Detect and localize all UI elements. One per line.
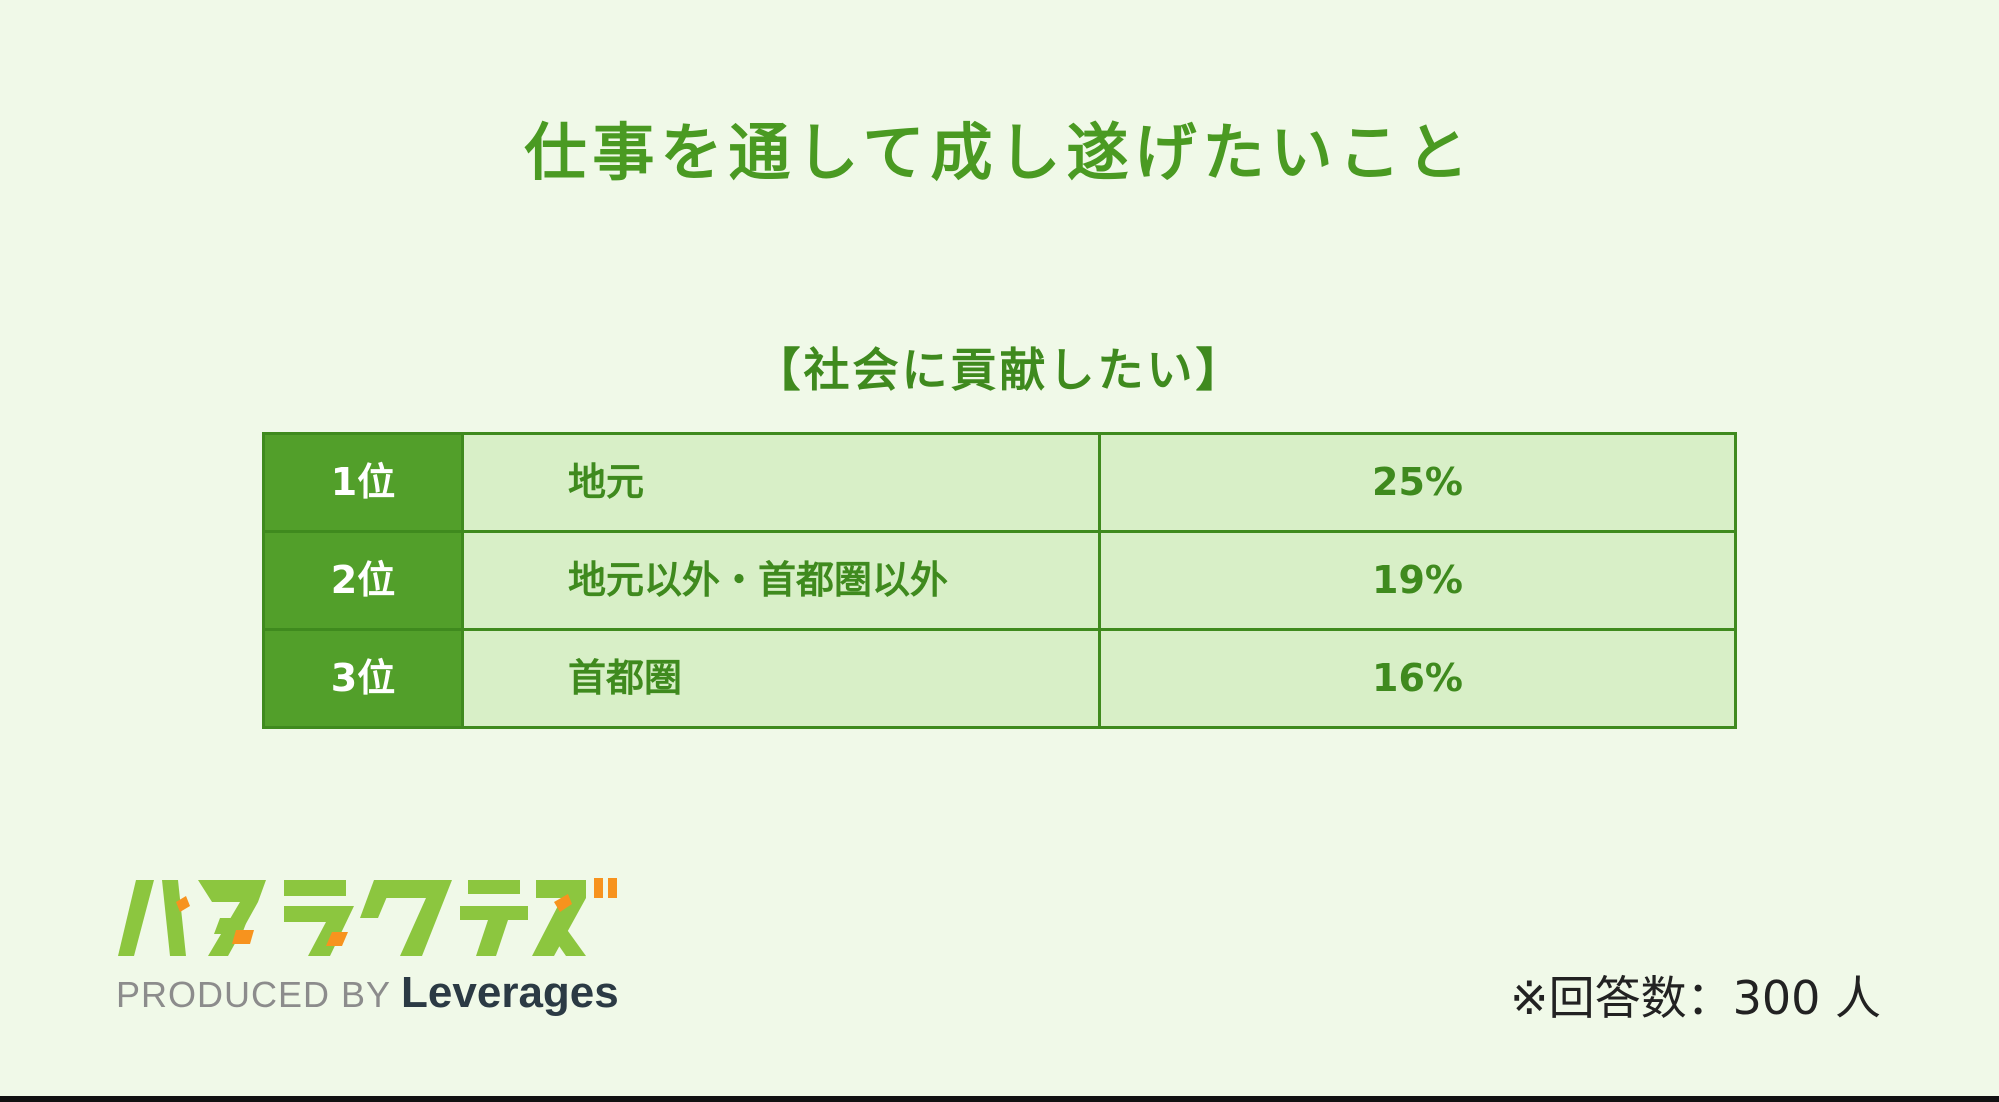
response-count-note: ※回答数：300 人 [1510, 971, 1881, 1025]
hataractive-logo: PRODUCED BY Leverages [116, 872, 621, 1032]
value-cell: 25% [1098, 432, 1737, 533]
brand-name: Leverages [401, 968, 619, 1017]
page-title: 仕事を通して成し遂げたいこと [524, 116, 1475, 189]
rank-cell: 3位 [262, 628, 464, 729]
label-cell: 地元以外・首都圏以外 [461, 530, 1101, 631]
rank-cell: 2位 [262, 530, 464, 631]
rank-cell: 1位 [262, 432, 464, 533]
value-cell: 16% [1098, 628, 1737, 729]
value-cell: 19% [1098, 530, 1737, 631]
table-subtitle: 【社会に貢献したい】 [754, 343, 1245, 397]
table-row: 3位 首都圏 16% [262, 628, 1737, 729]
hataractive-logo-mark [118, 878, 617, 956]
bottom-border [0, 1096, 1999, 1102]
produced-by-line: PRODUCED BY Leverages [116, 968, 619, 1027]
ranking-table: 1位 地元 25% 2位 地元以外・首都圏以外 19% 3位 首都圏 16% [262, 432, 1737, 729]
table-row: 1位 地元 25% [262, 432, 1737, 533]
table-row: 2位 地元以外・首都圏以外 19% [262, 530, 1737, 631]
label-cell: 首都圏 [461, 628, 1101, 729]
produced-by-label: PRODUCED BY [116, 974, 392, 1015]
label-cell: 地元 [461, 432, 1101, 533]
